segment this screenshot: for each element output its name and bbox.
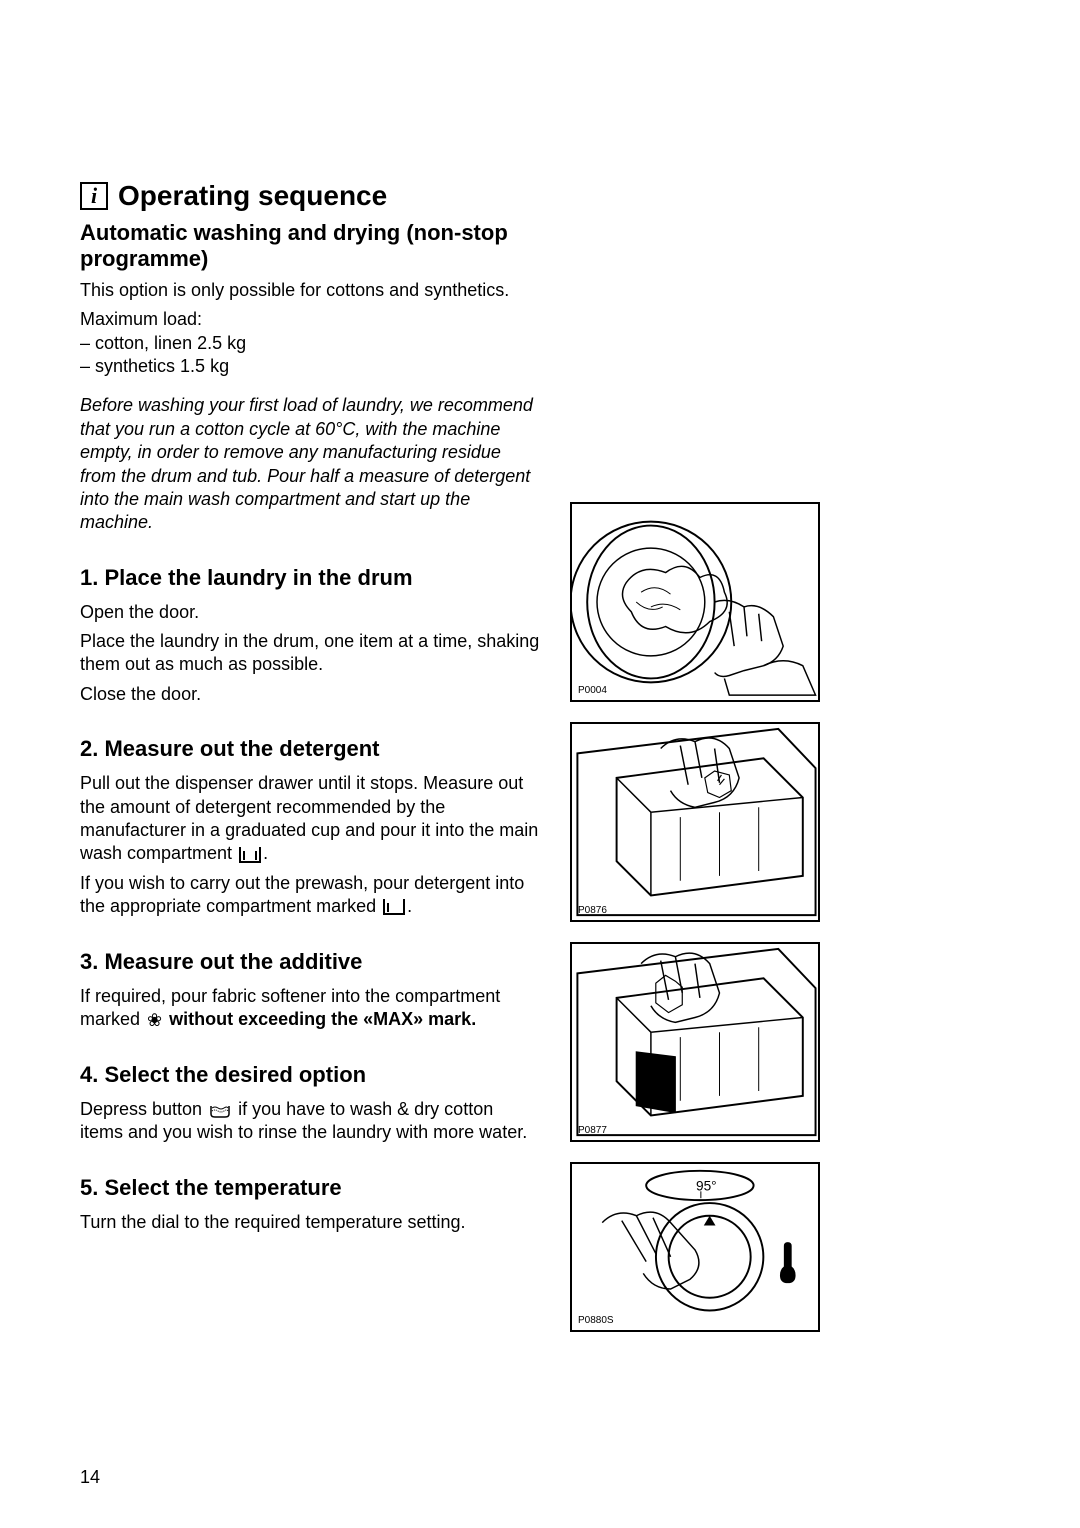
subtitle: Automatic washing and drying (non-stop p… [80,220,540,273]
page-number: 14 [80,1467,100,1488]
figure-1-label: P0004 [578,685,607,696]
first-wash-note: Before washing your first load of laundr… [80,394,540,534]
figure-2-label: P0876 [578,905,607,916]
main-wash-compartment-icon [239,847,261,863]
extra-rinse-icon [209,1102,231,1118]
step-2-p2: If you wish to carry out the prewash, po… [80,872,540,919]
load-cotton: – cotton, linen 2.5 kg [80,332,540,355]
load-synthetics: – synthetics 1.5 kg [80,355,540,378]
intro-text: This option is only possible for cottons… [80,279,540,302]
figure-temperature-dial: 95° P0880S [570,1162,820,1332]
dial-temp-value: 95° [696,1178,717,1193]
step-5-heading: 5. Select the temperature [80,1175,540,1201]
prewash-compartment-icon [383,899,405,915]
page-title: Operating sequence [118,180,387,212]
step-2-p1: Pull out the dispenser drawer until it s… [80,772,540,866]
softener-flower-icon: ❀ [147,1009,162,1032]
step-2-p2a: If you wish to carry out the prewash, po… [80,873,524,916]
step-1-p2: Place the laundry in the drum, one item … [80,630,540,677]
step-2-p1a: Pull out the dispenser drawer until it s… [80,773,538,863]
step-4-p1a: Depress button [80,1099,207,1119]
info-icon: i [80,182,108,210]
step-5-p1: Turn the dial to the required temperatur… [80,1211,540,1234]
step-4-p1: Depress button if you have to wash & dry… [80,1098,540,1145]
step-3-heading: 3. Measure out the additive [80,949,540,975]
step-1-p1: Open the door. [80,601,540,624]
title-row: i Operating sequence [80,180,540,212]
max-load: Maximum load: – cotton, linen 2.5 kg – s… [80,308,540,378]
figure-3-label: P0877 [578,1125,607,1136]
step-3-p1b: without exceeding the «MAX» mark. [164,1009,476,1029]
figure-laundry-drum: P0004 [570,502,820,702]
step-2-p2b: . [407,896,412,916]
step-2-p1b: . [263,843,268,863]
text-column: i Operating sequence Automatic washing a… [80,180,540,1352]
figure-detergent: P0876 [570,722,820,922]
step-4-heading: 4. Select the desired option [80,1062,540,1088]
step-3-p1: If required, pour fabric softener into t… [80,985,540,1032]
max-load-label: Maximum load: [80,308,540,331]
figure-4-label: P0880S [578,1315,614,1326]
step-2-heading: 2. Measure out the detergent [80,736,540,762]
figure-additive: P0877 [570,942,820,1142]
step-1-p3: Close the door. [80,683,540,706]
step-1-heading: 1. Place the laundry in the drum [80,565,540,591]
figure-column: P0004 P0876 P0877 [570,180,830,1352]
